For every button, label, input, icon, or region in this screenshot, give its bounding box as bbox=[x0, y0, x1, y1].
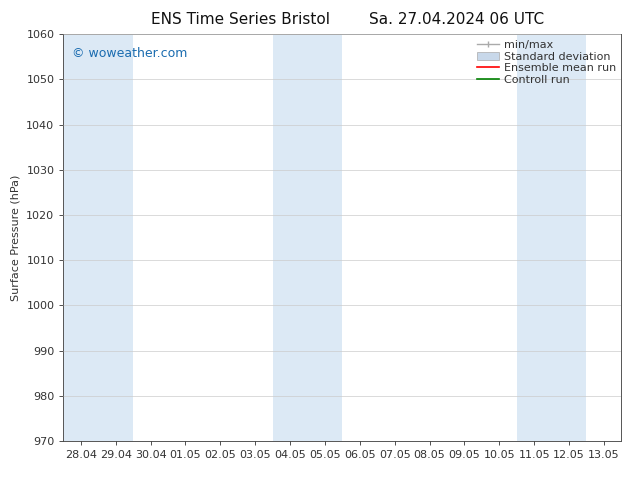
Bar bbox=[273, 34, 342, 441]
Bar bbox=[63, 34, 133, 441]
Text: Sa. 27.04.2024 06 UTC: Sa. 27.04.2024 06 UTC bbox=[369, 12, 544, 27]
Text: © woweather.com: © woweather.com bbox=[72, 47, 187, 59]
Y-axis label: Surface Pressure (hPa): Surface Pressure (hPa) bbox=[11, 174, 21, 301]
Bar bbox=[517, 34, 586, 441]
Text: ENS Time Series Bristol: ENS Time Series Bristol bbox=[152, 12, 330, 27]
Legend: min/max, Standard deviation, Ensemble mean run, Controll run: min/max, Standard deviation, Ensemble me… bbox=[475, 38, 618, 87]
